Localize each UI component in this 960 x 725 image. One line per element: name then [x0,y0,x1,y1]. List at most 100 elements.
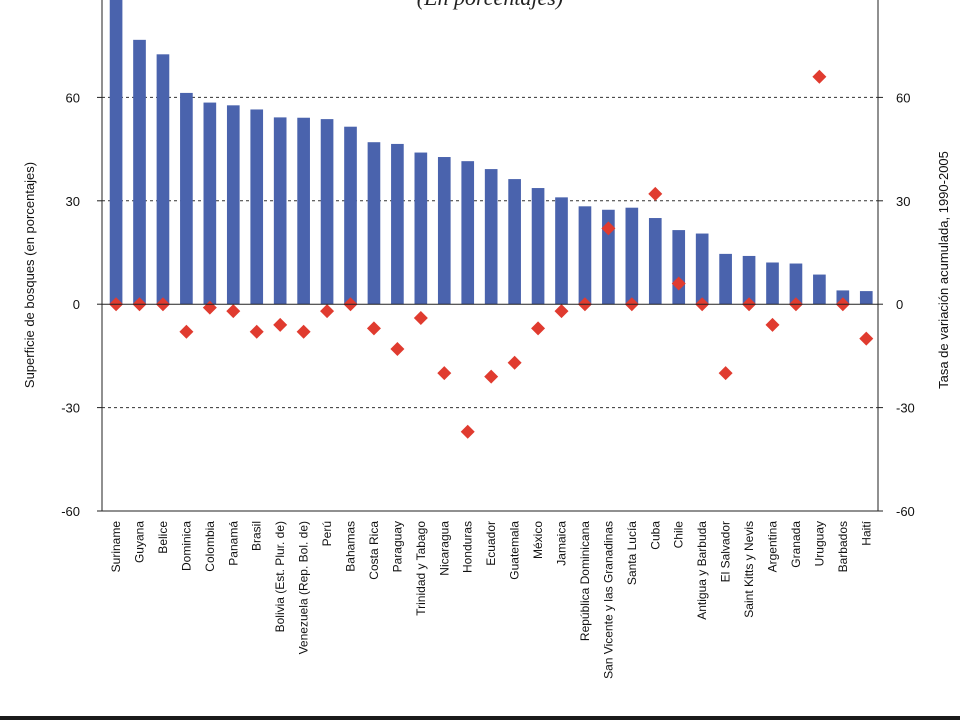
category-label: Trinidad y Tabago [414,521,428,616]
y-tick-label: -60 [61,504,80,519]
bar [789,263,803,305]
marker-point [390,342,405,357]
category-label: San Vicente y las Granadinas [601,521,615,679]
marker-point [507,355,522,370]
y-tick-label: -30 [61,401,80,416]
bar [766,262,779,305]
bar [578,206,592,305]
y2-tick-label: -30 [896,401,915,416]
y2-tick-label: 60 [896,90,910,105]
marker-point [226,304,241,319]
bar [672,230,686,305]
tick-labels: 90 60 30 0 -30 -60 90 60 30 0 -30 -60 [61,0,915,519]
bar [344,126,357,305]
category-label: Santa Lucía [625,521,639,585]
marker-point [179,324,194,339]
category-label: Ecuador [484,521,498,566]
marker-point [320,304,335,319]
category-labels: Suriname Guyana Belice Dominica Colombia Pana… [109,520,873,679]
marker-point [273,317,288,332]
bar [226,105,240,305]
bar [461,161,475,305]
category-label: Costa Rica [367,521,381,580]
y-tick-label: 0 [73,297,80,312]
category-label: Honduras [461,521,475,573]
category-label: Bolivia (Est. Plur. de) [273,521,287,632]
bar [625,207,639,305]
category-label: Suriname [109,521,123,573]
category-label: Saint Kitts y Nevis [742,521,756,618]
bar [320,119,334,305]
bar [531,188,545,305]
axes [97,0,883,512]
marker-point [484,369,499,384]
bar [414,152,428,305]
category-label: Perú [320,521,334,546]
marker-point [413,310,428,325]
y-tick-label: 60 [66,90,80,105]
bar [859,291,873,305]
category-label: Venezuela (Rep. Bol. de) [297,521,311,654]
category-label: Dominica [179,521,193,571]
category-label: Haití [859,520,873,545]
category-label: Argentina [766,521,780,573]
bar [602,209,615,305]
bar [203,102,217,305]
category-label: El Salvador [719,521,733,582]
marker-point [366,321,381,336]
marker-point [765,317,780,332]
marker-point [718,366,733,381]
bar [133,39,146,305]
bar [719,253,732,305]
bar [484,169,498,305]
y2-axis-title: Tasa de variación acumulada, 1990-2005 [936,151,951,389]
y2-tick-label: -60 [896,504,915,519]
category-label: México [531,521,545,559]
marker-point [648,186,663,201]
bar [109,0,123,305]
marker-point [437,366,452,381]
marker-point [249,324,264,339]
marker-point [812,69,827,84]
category-label: Guyana [133,521,147,563]
bar [250,109,264,305]
y-axis-title: Superficie de bosques (en porcentajes) [22,162,37,388]
category-label: Uruguay [812,521,826,566]
bar [695,233,709,305]
bar [555,197,568,305]
category-label: Barbados [836,521,850,572]
marker-point [554,304,569,319]
bar [367,142,381,305]
category-label: Chile [672,521,686,549]
y2-tick-label: 90 [896,0,910,2]
category-label: Antigua y Barbuda [695,521,709,620]
marker-point [460,424,475,439]
chart-subtitle: (En porcentajes) [417,0,563,10]
bar-series [109,0,873,305]
marker-point [859,331,874,346]
category-label: Cuba [648,521,662,550]
marker-point [531,321,546,336]
bar [508,179,521,305]
category-label: Colombia [203,521,217,572]
category-label: Granada [789,521,803,568]
bar [437,157,451,305]
marker-point [601,221,616,236]
category-label: Belice [156,521,170,554]
category-label: Panamá [226,521,240,566]
bar [297,117,310,305]
category-label: Nicaragua [437,521,451,576]
bar [180,92,193,305]
category-label: Paraguay [390,521,404,572]
category-label: Jamaica [555,521,569,566]
marker-point [671,276,686,291]
bar [742,255,756,305]
category-label: Brasil [250,521,264,551]
bar [813,274,826,305]
bar [156,54,170,305]
category-label: Bahamas [344,521,358,572]
marker-point [296,324,311,339]
bottom-rule [0,716,960,720]
bar [648,218,662,305]
